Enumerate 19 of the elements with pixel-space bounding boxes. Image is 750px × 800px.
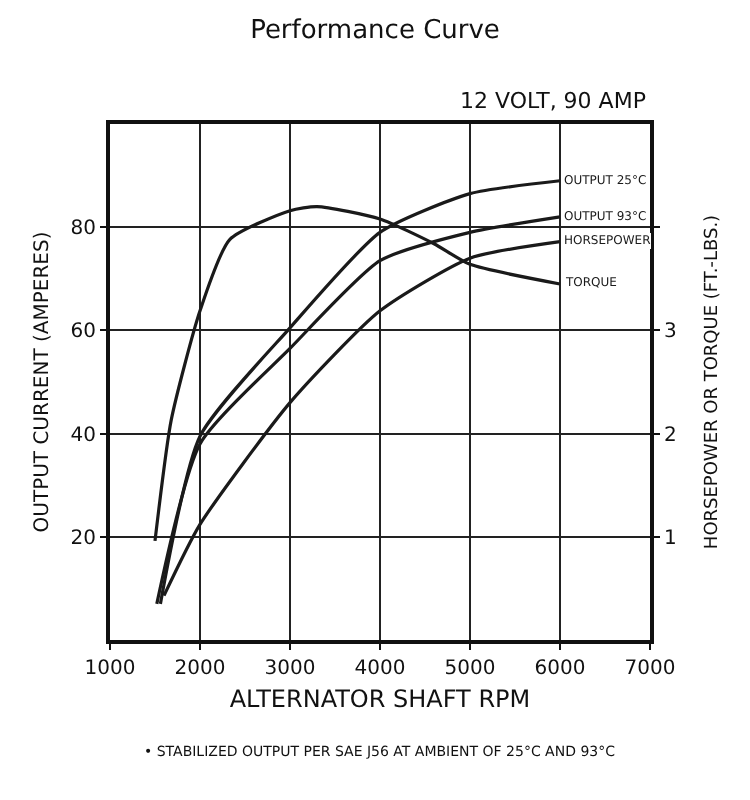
x-tick-label: 1000 xyxy=(84,658,136,680)
x-axis-title: ALTERNATOR SHAFT RPM xyxy=(229,684,531,713)
x-tick-label: 5000 xyxy=(444,658,496,680)
x-tick-label: 6000 xyxy=(534,658,586,680)
y2-axis-title: HORSEPOWER OR TORQUE (FT.-LBS.) xyxy=(703,214,723,550)
y2-tick-label: 2 xyxy=(664,424,677,447)
y-tick-label: 20 xyxy=(70,527,96,550)
x-tick-label: 2000 xyxy=(174,658,226,680)
chart-subtitle: 12 VOLT, 90 AMP xyxy=(460,88,647,114)
x-tick-label: 4000 xyxy=(354,658,406,680)
y2-tick-label: 3 xyxy=(664,321,677,344)
x-tick-label: 3000 xyxy=(264,658,316,680)
y2-tick-label: 1 xyxy=(664,527,677,550)
x-tick-label: 7000 xyxy=(624,658,676,680)
chart-title: Performance Curve xyxy=(250,16,500,47)
y-axis-title: OUTPUT CURRENT (AMPERES) xyxy=(32,231,54,533)
y-tick-label: 40 xyxy=(70,424,96,447)
y-tick-label: 80 xyxy=(70,218,96,241)
y-tick-label: 60 xyxy=(70,321,96,344)
